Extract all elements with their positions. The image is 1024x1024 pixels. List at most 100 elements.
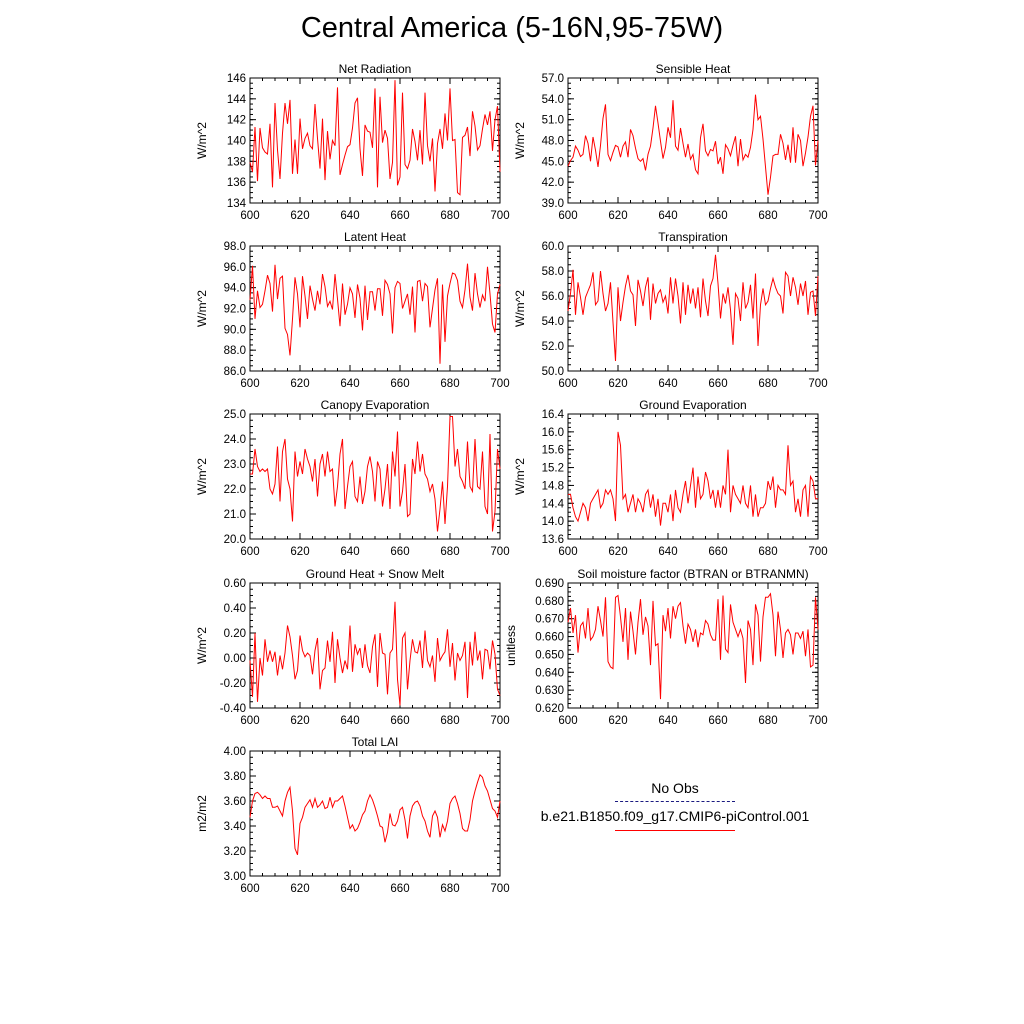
x-tick-label: 620 [608, 715, 627, 727]
series-line [249, 263, 501, 364]
y-tick-label: 0.650 [535, 649, 564, 661]
series-line [567, 254, 819, 362]
chart-title: Ground Heat + Snow Melt [306, 567, 445, 581]
y-tick-label: 14.0 [542, 516, 564, 528]
y-tick-label: 56.0 [542, 291, 564, 303]
y-axis-label: W/m^2 [513, 290, 527, 327]
y-tick-label: 48.0 [542, 136, 564, 148]
y-tick-label: 3.60 [224, 796, 246, 808]
y-axis-label: W/m^2 [195, 627, 209, 664]
y-tick-label: 50.0 [542, 366, 564, 378]
y-tick-label: 24.0 [224, 434, 246, 446]
x-tick-label: 620 [608, 546, 627, 558]
x-tick-label: 700 [490, 883, 509, 895]
y-tick-label: 0.670 [535, 614, 564, 626]
x-tick-label: 600 [240, 546, 259, 558]
y-axis-label: W/m^2 [195, 122, 209, 159]
plot-frame [567, 413, 819, 540]
series-line [250, 416, 501, 532]
x-tick-label: 680 [440, 546, 459, 558]
chart-8: 600 620 640 660 680 700 0.620 0.630 0.640 0.650 0.… [504, 567, 828, 727]
y-tick-label: 0.660 [535, 632, 564, 644]
x-tick-label: 600 [240, 378, 259, 390]
y-axis-label: W/m^2 [195, 290, 209, 327]
y-tick-label: 140 [227, 136, 246, 148]
series-line [249, 80, 501, 196]
x-tick-label: 600 [558, 546, 577, 558]
x-tick-label: 640 [340, 378, 359, 390]
x-tick-label: 620 [290, 715, 309, 727]
chart-3: 600 620 640 660 680 700 86.0 88.0 90.0 92.0 94.0 96… [195, 230, 510, 390]
chart-title: Latent Heat [344, 230, 407, 244]
x-tick-label: 600 [558, 715, 577, 727]
y-tick-label: 4.00 [224, 746, 246, 758]
plot-frame [249, 750, 501, 877]
x-tick-label: 700 [490, 715, 509, 727]
x-tick-label: 680 [440, 378, 459, 390]
y-tick-label: 25.0 [224, 409, 246, 421]
x-tick-label: 700 [808, 378, 827, 390]
y-tick-label: 0.60 [224, 578, 246, 590]
chart-title: Soil moisture factor (BTRAN or BTRANMN) [577, 567, 808, 581]
y-tick-label: 0.690 [535, 578, 564, 590]
x-tick-label: 660 [390, 715, 409, 727]
x-tick-label: 680 [758, 210, 777, 222]
y-tick-label: 16.0 [542, 427, 564, 439]
chart-7: 600 620 640 660 680 700 -0.40 -0.20 0.00 0.20 0.40… [195, 567, 510, 727]
y-tick-label: 144 [227, 94, 247, 106]
y-tick-label: 58.0 [542, 266, 564, 278]
x-tick-label: 640 [658, 715, 677, 727]
y-tick-label: 15.6 [542, 445, 564, 457]
x-tick-label: 700 [808, 546, 827, 558]
y-tick-label: 3.80 [224, 771, 246, 783]
x-tick-label: 600 [240, 210, 259, 222]
page-title: Central America (5-16N,95-75W) [300, 12, 724, 44]
x-tick-label: 660 [708, 210, 727, 222]
chart-title: Net Radiation [339, 62, 412, 76]
y-tick-label: 3.20 [224, 846, 246, 858]
x-tick-label: 700 [490, 210, 509, 222]
x-tick-label: 640 [340, 546, 359, 558]
series-line [568, 431, 818, 526]
y-tick-label: 16.4 [542, 409, 565, 421]
y-tick-label: 14.8 [542, 480, 564, 492]
y-tick-label: 138 [227, 156, 246, 168]
y-tick-label: 54.0 [542, 94, 564, 106]
y-tick-label: 14.4 [542, 498, 565, 510]
y-tick-label: 98.0 [224, 241, 246, 253]
y-tick-label: 3.40 [224, 821, 246, 833]
y-tick-label: 23.0 [224, 459, 246, 471]
chart-4: 600 620 640 660 680 700 50.0 52.0 54.0 56.0 58.0 60… [513, 230, 828, 390]
x-tick-label: 680 [758, 378, 777, 390]
y-axis-label: m2/m2 [195, 795, 209, 832]
x-tick-label: 640 [340, 883, 359, 895]
x-tick-label: 660 [390, 883, 409, 895]
y-tick-label: 0.40 [224, 603, 246, 615]
x-tick-label: 680 [758, 546, 777, 558]
x-tick-label: 660 [708, 715, 727, 727]
y-tick-label: 142 [227, 115, 246, 127]
y-tick-label: 60.0 [542, 241, 564, 253]
x-tick-label: 640 [658, 210, 677, 222]
x-tick-label: 600 [558, 378, 577, 390]
y-tick-label: 22.0 [224, 484, 246, 496]
y-tick-label: 0.680 [535, 596, 564, 608]
series-line [567, 94, 819, 195]
chart-2: 600 620 640 660 680 700 39.0 42.0 45.0 48.0 51.0 54… [513, 62, 828, 222]
chart-9: 600 620 640 660 680 700 3.00 3.20 3.40 3.60 3.80 4.… [195, 735, 510, 895]
x-tick-label: 700 [490, 546, 509, 558]
x-tick-label: 660 [390, 378, 409, 390]
chart-title: Canopy Evaporation [321, 398, 430, 412]
x-tick-label: 600 [240, 715, 259, 727]
chart-1: 600 620 640 660 680 700 134 136 138 140 142 144 146 N… [195, 62, 510, 222]
chart-title: Ground Evaporation [639, 398, 746, 412]
y-tick-label: 3.00 [224, 871, 246, 883]
x-tick-label: 640 [340, 210, 359, 222]
series-line [249, 773, 501, 855]
y-tick-label: 0.00 [224, 653, 246, 665]
y-tick-label: 94.0 [224, 283, 246, 295]
x-tick-label: 620 [290, 546, 309, 558]
x-tick-label: 680 [440, 210, 459, 222]
y-tick-label: 146 [227, 73, 246, 85]
x-tick-label: 660 [390, 210, 409, 222]
